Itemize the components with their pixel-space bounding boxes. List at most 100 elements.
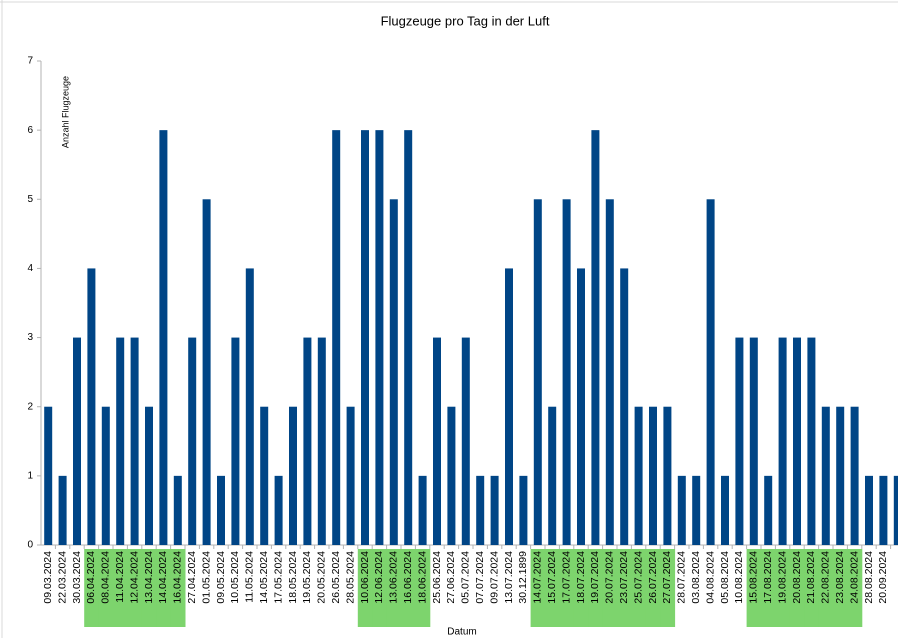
x-tick-label: 22.08.2024 — [820, 551, 832, 604]
x-tick-label: 03.08.2024 — [690, 551, 702, 604]
x-tick-label: 04.08.2024 — [704, 551, 716, 604]
bar — [865, 475, 873, 545]
x-tick-label: 18.06.2024 — [416, 551, 428, 604]
y-axis-title: Anzahl Flugzeuge — [60, 76, 70, 148]
label-highlight — [588, 549, 604, 627]
x-tick-label: 16.04.2024 — [172, 551, 184, 604]
label-highlight — [372, 549, 388, 627]
bar — [591, 130, 600, 545]
x-tick-label: 26.07.2024 — [647, 551, 659, 604]
x-tick-label: 17.08.2024 — [762, 551, 774, 604]
bar — [476, 475, 485, 545]
bar — [202, 199, 211, 546]
label-highlight — [401, 549, 416, 627]
bar — [677, 475, 686, 545]
x-tick-label: 27.06.2024 — [445, 551, 457, 604]
bar — [303, 337, 312, 545]
x-tick-label: 12.06.2024 — [373, 551, 385, 604]
bar — [289, 406, 297, 545]
label-highlight — [761, 549, 776, 627]
label-highlight — [415, 549, 431, 627]
bar — [231, 337, 240, 545]
y-tick-label: 5 — [27, 194, 33, 205]
x-tick-label: 01.05.2024 — [200, 551, 212, 604]
bar — [649, 406, 657, 545]
bar — [692, 475, 701, 545]
x-axis-title: Datum — [447, 627, 476, 638]
bar — [188, 337, 197, 545]
bar — [663, 406, 672, 545]
chart-title: Flugzeuge pro Tag in der Luft — [381, 13, 550, 28]
bar — [58, 475, 67, 545]
bar — [332, 130, 341, 545]
label-highlight — [833, 549, 848, 627]
bar — [361, 130, 369, 545]
x-tick-label: 25.07.2024 — [632, 551, 644, 604]
label-highlight — [789, 549, 805, 627]
label-highlight — [141, 549, 157, 627]
bar — [217, 475, 225, 545]
x-tick-label: 18.05.2024 — [287, 551, 299, 604]
bar — [620, 268, 629, 545]
x-tick-label: 17.05.2024 — [272, 551, 284, 604]
label-highlight — [357, 549, 373, 627]
x-tick-label: 10.05.2024 — [229, 551, 241, 604]
bar — [793, 337, 801, 545]
x-tick-label: 20.05.2024 — [316, 551, 328, 604]
bar — [317, 337, 326, 545]
label-highlight — [84, 549, 100, 627]
x-tick-label: 25.06.2024 — [431, 551, 443, 604]
bar — [130, 337, 139, 545]
x-tick-label: 22.03.2024 — [56, 551, 68, 604]
bar — [519, 475, 528, 545]
x-tick-label: 11.05.2024 — [244, 551, 256, 603]
x-tick-label: 23.07.2024 — [618, 551, 630, 604]
bar — [418, 475, 427, 545]
bar — [893, 475, 898, 545]
x-tick-label: 09.07.2024 — [488, 551, 500, 604]
label-highlight — [156, 549, 172, 627]
label-highlight — [98, 549, 114, 627]
x-tick-label: 12.04.2024 — [128, 551, 140, 604]
bar — [577, 268, 585, 545]
bar — [145, 406, 153, 545]
x-tick-label: 27.07.2024 — [661, 551, 673, 604]
x-tick-label: 09.05.2024 — [215, 551, 227, 604]
x-tick-label: 20.09.2024 — [877, 551, 889, 604]
y-tick-label: 3 — [27, 332, 33, 343]
bar — [562, 199, 571, 546]
bar — [447, 406, 456, 545]
bar — [87, 268, 96, 545]
x-tick-label: 30.12.1899 — [517, 551, 529, 604]
x-tick-label: 28.07.2024 — [676, 551, 688, 604]
x-tick-label: 27.04.2024 — [186, 551, 198, 604]
bar — [879, 475, 888, 545]
y-tick-label: 0 — [27, 540, 33, 551]
x-tick-label: 13.04.2024 — [143, 551, 155, 604]
x-tick-label: 13.06.2024 — [388, 551, 400, 604]
bar — [836, 406, 845, 545]
bar — [101, 406, 110, 545]
bar — [461, 337, 470, 545]
label-highlight — [530, 549, 546, 627]
label-highlight — [746, 549, 762, 627]
label-highlight — [631, 549, 647, 627]
x-tick-label: 09.03.2024 — [42, 551, 54, 604]
bar — [44, 406, 53, 545]
bar — [764, 475, 773, 545]
label-highlight — [386, 549, 402, 627]
x-tick-label: 05.08.2024 — [719, 551, 731, 604]
y-tick-label: 7 — [27, 56, 33, 67]
bar — [375, 130, 384, 545]
x-tick-label: 17.07.2024 — [560, 551, 572, 604]
label-highlight — [170, 549, 186, 627]
x-tick-label: 28.05.2024 — [344, 551, 356, 604]
label-highlight — [804, 549, 820, 627]
x-tick-label: 14.05.2024 — [258, 551, 270, 604]
x-tick-label: 05.07.2024 — [460, 551, 472, 604]
x-tick-label: 11.04.2024 — [114, 551, 126, 603]
x-tick-label: 13.07.2024 — [503, 551, 515, 604]
y-tick-label: 6 — [27, 125, 33, 136]
x-tick-label: 21.08.2024 — [805, 551, 817, 604]
